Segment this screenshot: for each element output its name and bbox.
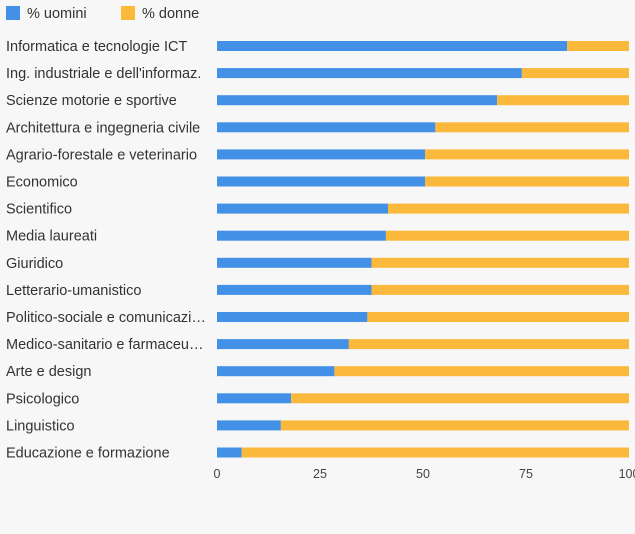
bar-segment-uomini [217,257,372,268]
category-label: Arte e design [6,364,91,380]
legend-label-donne: % donne [142,6,199,22]
bar-segment-uomini [217,366,335,377]
bar-segment-donne [497,95,629,106]
bar-segment-uomini [217,420,281,431]
category-label: Linguistico [6,418,75,434]
bar-segment-donne [241,447,629,458]
bar-segment-uomini [217,312,368,322]
bar-segment-donne [371,284,629,295]
bar-segment-donne [521,68,629,79]
bar-segment-donne [291,393,629,404]
category-label: Media laureati [6,229,97,245]
category-label: Psicologico [6,391,79,407]
bar-segment-uomini [217,176,426,187]
bar-segment-donne [348,339,629,350]
category-label: Medico-sanitario e farmaceu… [6,337,203,353]
category-label: Scientifico [6,202,72,218]
x-tick-label: 100 [619,467,635,481]
category-label: Giuridico [6,256,63,272]
x-tick-label: 25 [313,467,327,481]
category-label: Educazione e formazione [6,446,170,462]
category-label: Scienze motorie e sportive [6,93,177,109]
x-tick-label: 50 [416,467,430,481]
bars [217,41,629,458]
bar-segment-uomini [217,122,436,133]
bar-segment-donne [280,420,629,431]
bar-segment-donne [425,149,629,160]
x-tick-label: 75 [519,467,533,481]
bar-segment-donne [387,203,629,214]
legend-swatch-donne [121,6,135,20]
bar-segment-donne [334,366,629,377]
legend-label-uomini: % uomini [27,6,87,22]
category-label: Politico-sociale e comunicazi… [6,310,206,326]
legend-swatch-uomini [6,6,20,20]
category-label: Ing. industriale e dell'informaz. [6,66,201,82]
category-label: Letterario-umanistico [6,283,141,299]
bar-segment-uomini [217,203,388,214]
category-label: Architettura e ingegneria civile [6,120,200,136]
bar-segment-uomini [217,230,386,241]
bar-segment-uomini [217,95,498,106]
bar-segment-uomini [217,393,292,404]
bar-segment-uomini [217,339,349,350]
bar-segment-donne [435,122,629,133]
bar-segment-donne [425,176,629,187]
bar-segment-donne [385,230,629,241]
category-label: Economico [6,175,78,191]
bar-segment-donne [367,312,629,322]
bar-segment-uomini [217,447,242,458]
category-labels: Informatica e tecnologie ICT Ing. industr… [6,39,206,462]
bar-segment-donne [371,257,629,268]
x-axis-ticks: 0 25 50 75 100 [214,467,635,481]
bar-segment-uomini [217,41,568,51]
bar-segment-donne [567,41,629,51]
bar-segment-uomini [217,284,372,295]
category-label: Agrario-forestale e veterinario [6,147,197,163]
legend: % uomini % donne [6,6,199,22]
category-label: Informatica e tecnologie ICT [6,39,187,55]
bar-segment-uomini [217,68,522,79]
x-tick-label: 0 [214,467,221,481]
bar-segment-uomini [217,149,426,160]
